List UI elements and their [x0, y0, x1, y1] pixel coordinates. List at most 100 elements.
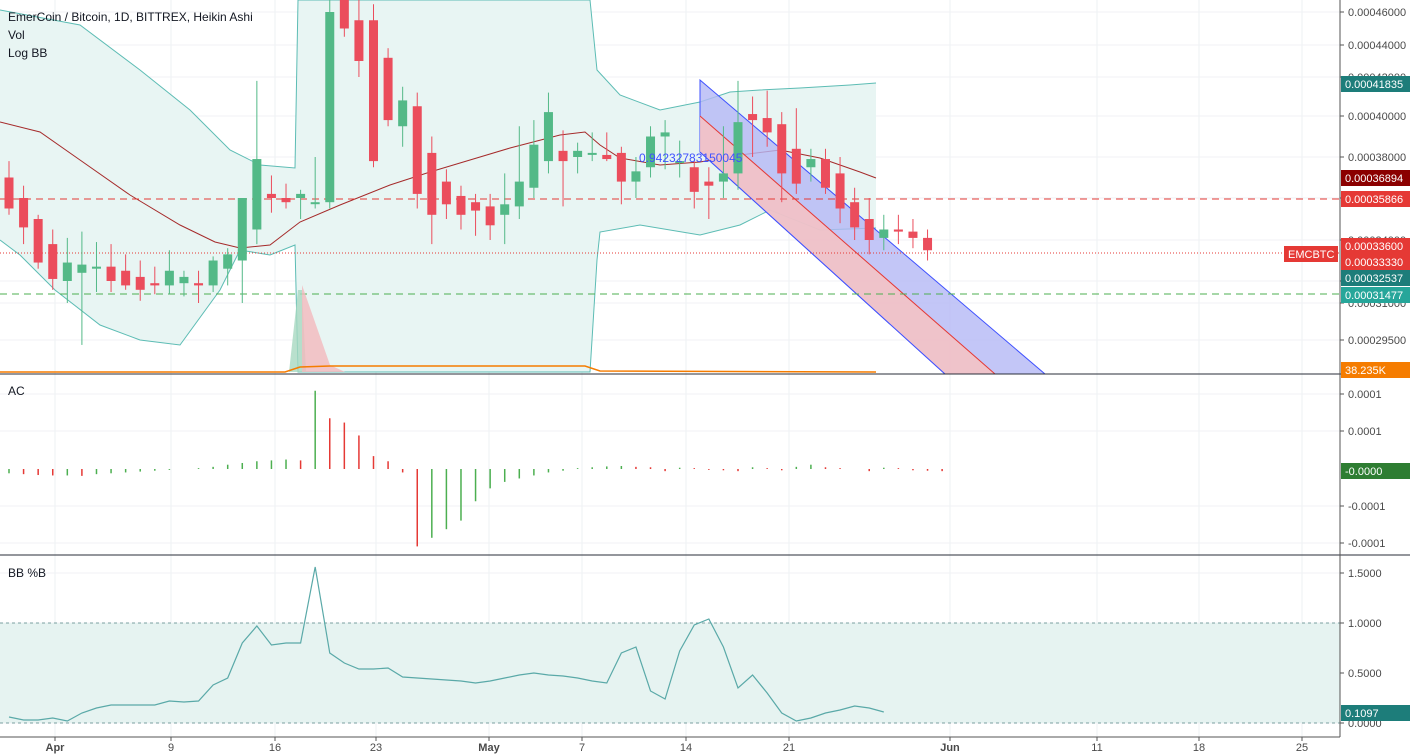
- candle[interactable]: [91, 242, 101, 292]
- y-tick-ac: 0.0001: [1348, 389, 1382, 401]
- candle[interactable]: [602, 132, 612, 162]
- volume-spike-down: [302, 285, 345, 372]
- candle-body: [864, 219, 874, 240]
- candle[interactable]: [908, 219, 918, 249]
- candle[interactable]: [675, 140, 685, 178]
- candle[interactable]: [121, 254, 131, 290]
- candle[interactable]: [266, 175, 276, 213]
- candle[interactable]: [879, 214, 889, 251]
- candle[interactable]: [33, 214, 43, 269]
- candle[interactable]: [237, 198, 247, 303]
- candle[interactable]: [762, 90, 772, 147]
- candle[interactable]: [456, 185, 466, 230]
- candle[interactable]: [704, 167, 714, 219]
- candle[interactable]: [339, 0, 349, 37]
- candle[interactable]: [77, 231, 87, 345]
- y-tick-main: 0.00040000: [1348, 111, 1406, 123]
- candles[interactable]: [4, 0, 933, 345]
- x-tick: 25: [1296, 742, 1308, 754]
- candle[interactable]: [194, 270, 204, 303]
- candle[interactable]: [19, 185, 29, 245]
- candle[interactable]: [135, 260, 145, 301]
- candle[interactable]: [748, 96, 758, 158]
- candle[interactable]: [689, 161, 699, 209]
- candle-body: [77, 264, 87, 273]
- y-tick-main: 0.00044000: [1348, 40, 1406, 52]
- y-tick-ac: -0.0001: [1348, 501, 1385, 513]
- candle[interactable]: [616, 146, 626, 205]
- candle-body: [558, 150, 568, 162]
- y-tick-main: 0.00029500: [1348, 335, 1406, 347]
- candle-body: [908, 231, 918, 238]
- candle[interactable]: [791, 108, 801, 194]
- price-badge: [1341, 238, 1410, 254]
- candle[interactable]: [164, 250, 174, 295]
- candle[interactable]: [587, 132, 597, 162]
- candle[interactable]: [4, 161, 14, 215]
- candle[interactable]: [514, 126, 524, 219]
- candle[interactable]: [631, 157, 641, 198]
- candle[interactable]: [383, 48, 393, 127]
- candle-body: [91, 266, 101, 269]
- candle[interactable]: [660, 120, 670, 170]
- candle[interactable]: [398, 86, 408, 147]
- candle[interactable]: [412, 92, 422, 209]
- candle-body: [704, 181, 714, 186]
- candle[interactable]: [543, 92, 553, 174]
- bb-upper: [0, 0, 877, 169]
- candle[interactable]: [281, 183, 291, 209]
- candle[interactable]: [558, 130, 568, 207]
- candle[interactable]: [48, 229, 58, 290]
- chart-legend[interactable]: EmerCoin / Bitcoin, 1D, BITTREX, Heikin …: [8, 8, 253, 62]
- indicator-vol-label[interactable]: Vol: [8, 28, 25, 42]
- candle-body: [923, 237, 933, 251]
- candle[interactable]: [820, 148, 830, 194]
- candle[interactable]: [310, 157, 320, 209]
- candle-body: [252, 159, 262, 230]
- indicator-logbb-label[interactable]: Log BB: [8, 46, 48, 60]
- candle[interactable]: [923, 229, 933, 261]
- candle[interactable]: [718, 126, 728, 198]
- candle[interactable]: [529, 120, 539, 198]
- candle-body: [33, 219, 43, 263]
- candle[interactable]: [106, 244, 116, 292]
- candle[interactable]: [223, 248, 233, 286]
- candle-body: [820, 159, 830, 188]
- candle-body: [602, 154, 612, 160]
- candle[interactable]: [325, 0, 335, 209]
- candle-body: [339, 0, 349, 29]
- candle[interactable]: [893, 214, 903, 245]
- candle[interactable]: [150, 266, 160, 295]
- candle[interactable]: [733, 80, 743, 190]
- candle[interactable]: [369, 4, 378, 168]
- candle[interactable]: [252, 80, 262, 245]
- regression-lower-line: [699, 151, 946, 375]
- candle-body: [646, 136, 656, 168]
- candle[interactable]: [485, 193, 495, 240]
- candle[interactable]: [296, 189, 306, 219]
- candle[interactable]: [471, 193, 481, 236]
- candle[interactable]: [208, 256, 218, 292]
- candle[interactable]: [806, 148, 816, 182]
- bbpb-title[interactable]: BB %B: [8, 566, 47, 580]
- candle[interactable]: [179, 270, 189, 297]
- candle-body: [675, 161, 685, 164]
- candle[interactable]: [850, 187, 860, 240]
- candle[interactable]: [62, 237, 72, 303]
- candle[interactable]: [500, 173, 510, 245]
- candle-body: [164, 270, 174, 286]
- candle[interactable]: [864, 198, 874, 255]
- price-badge-text: 0.00031477: [1345, 290, 1403, 302]
- candle[interactable]: [835, 157, 845, 224]
- price-badge-text: 0.00032537: [1345, 273, 1403, 285]
- candle[interactable]: [441, 169, 451, 219]
- candle[interactable]: [777, 112, 787, 203]
- price-badge-text: 0.00033600: [1345, 241, 1403, 253]
- candle[interactable]: [646, 126, 656, 178]
- ac-title[interactable]: AC: [8, 384, 25, 398]
- symbol-label: [1284, 246, 1338, 262]
- candle[interactable]: [427, 136, 437, 245]
- candle[interactable]: [354, 0, 364, 77]
- candle[interactable]: [573, 142, 583, 174]
